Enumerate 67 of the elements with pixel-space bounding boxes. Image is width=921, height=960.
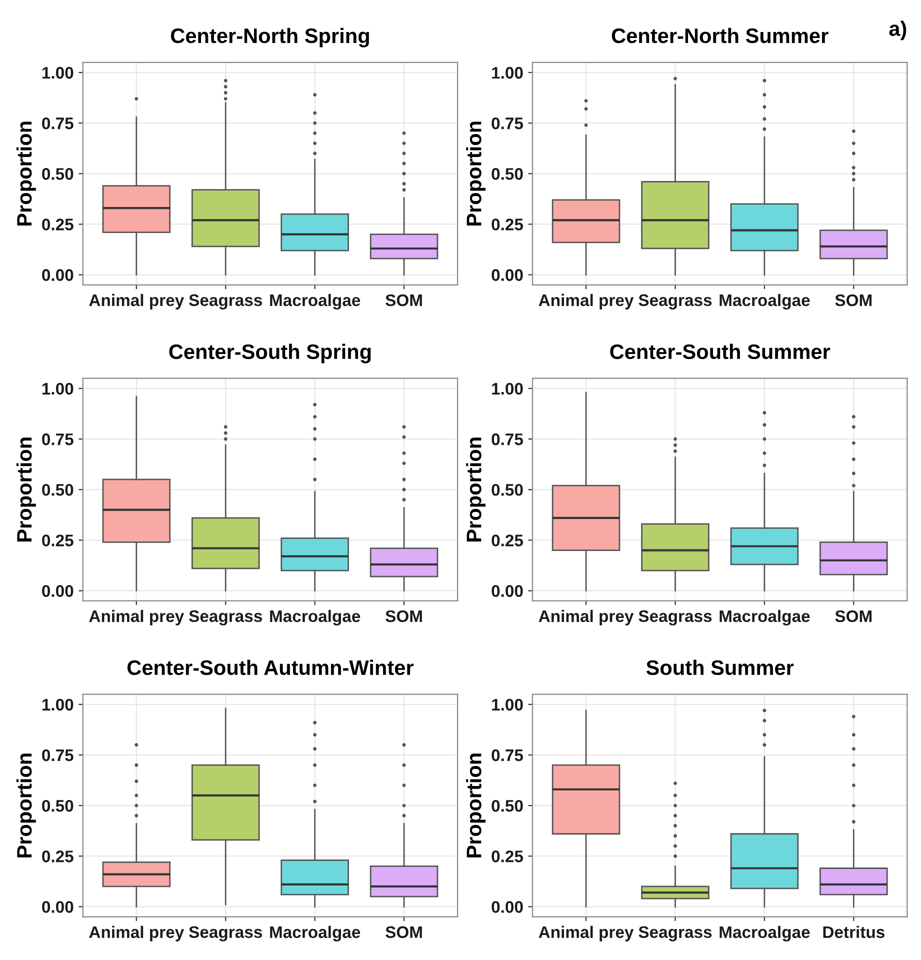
y-tick-label: 0.50 bbox=[42, 168, 74, 180]
x-tick-label: SOM bbox=[835, 610, 872, 622]
x-tick-label: SOM bbox=[386, 610, 422, 622]
y-tick-label: 1.00 bbox=[42, 698, 74, 711]
y-tick-label: 0.00 bbox=[492, 585, 523, 597]
x-tick-label: Animal prey bbox=[538, 294, 634, 310]
y-tick-label: 0.50 bbox=[42, 484, 74, 496]
x-tick-label: SOM bbox=[386, 294, 422, 306]
y-tick-label: 0.75 bbox=[492, 117, 524, 130]
x-tick-label: Animal prey bbox=[538, 926, 634, 942]
x-tick-label: Animal prey bbox=[89, 610, 184, 626]
y-tick-label: 0.25 bbox=[492, 534, 524, 546]
x-tick-label: Seagrass bbox=[189, 610, 262, 626]
y-axis-title: Proportion bbox=[16, 438, 36, 542]
y-tick-label: 1.00 bbox=[492, 66, 523, 79]
y-tick-label: 0.75 bbox=[42, 433, 74, 446]
y-tick-label: 0.50 bbox=[492, 168, 523, 180]
x-tick-label: Seagrass bbox=[189, 294, 262, 310]
y-tick-label: 0.75 bbox=[492, 749, 524, 762]
y-axis-title: Proportion bbox=[466, 754, 486, 858]
y-tick-label: 0.00 bbox=[492, 269, 523, 281]
y-tick-label: 1.00 bbox=[492, 382, 523, 395]
y-tick-label: 0.25 bbox=[42, 850, 74, 862]
x-tick-label: Seagrass bbox=[638, 294, 712, 310]
y-tick-label: 0.00 bbox=[42, 269, 74, 281]
chart-title: Center-South Spring bbox=[169, 344, 371, 364]
y-tick-label: 0.50 bbox=[492, 800, 523, 812]
y-tick-label: 0.25 bbox=[492, 218, 524, 230]
chart-title: Center-North Spring bbox=[170, 28, 369, 48]
x-tick-label: SOM bbox=[386, 926, 422, 938]
y-tick-label: 0.25 bbox=[42, 534, 74, 546]
y-axis-title: Proportion bbox=[466, 438, 486, 542]
x-tick-label: Detritus bbox=[823, 926, 884, 938]
y-tick-label: 1.00 bbox=[492, 698, 523, 711]
x-tick-label: Macroalgae bbox=[270, 926, 360, 942]
y-tick-label: 0.00 bbox=[42, 901, 74, 913]
y-tick-label: 0.50 bbox=[42, 800, 74, 812]
y-tick-label: 0.25 bbox=[492, 850, 524, 862]
y-tick-label: 0.75 bbox=[42, 117, 74, 130]
y-tick-label: 1.00 bbox=[42, 66, 74, 79]
x-tick-label: SOM bbox=[835, 294, 872, 306]
y-tick-label: 0.00 bbox=[492, 901, 523, 913]
chart-title: Center-North Summer bbox=[612, 28, 828, 44]
x-tick-label: Macroalgae bbox=[270, 610, 360, 626]
x-tick-label: Macroalgae bbox=[270, 294, 360, 310]
x-tick-label: Animal prey bbox=[89, 926, 184, 942]
y-tick-label: 0.75 bbox=[42, 749, 74, 762]
chart-title: Center-South Autumn-Winter bbox=[127, 660, 414, 676]
x-tick-label: Macroalgae bbox=[720, 610, 810, 626]
y-tick-label: 0.50 bbox=[492, 484, 523, 496]
y-axis-title: Proportion bbox=[16, 754, 36, 858]
y-axis-title: Proportion bbox=[16, 122, 36, 226]
x-tick-label: Seagrass bbox=[638, 926, 712, 942]
text: a) bbox=[889, 20, 906, 40]
chart-title: South Summer bbox=[646, 660, 794, 676]
chart-title: Center-South Summer bbox=[610, 344, 830, 360]
x-tick-label: Animal prey bbox=[89, 294, 184, 310]
y-tick-label: 1.00 bbox=[42, 382, 74, 395]
x-tick-label: Macroalgae bbox=[720, 926, 810, 942]
y-axis-title: Proportion bbox=[466, 122, 486, 226]
x-tick-label: Seagrass bbox=[189, 926, 262, 942]
y-tick-label: 0.75 bbox=[492, 433, 524, 446]
x-tick-label: Animal prey bbox=[538, 610, 634, 626]
x-tick-label: Seagrass bbox=[638, 610, 712, 626]
y-tick-label: 0.00 bbox=[42, 585, 74, 597]
x-tick-label: Macroalgae bbox=[720, 294, 810, 310]
y-tick-label: 0.25 bbox=[42, 218, 74, 230]
